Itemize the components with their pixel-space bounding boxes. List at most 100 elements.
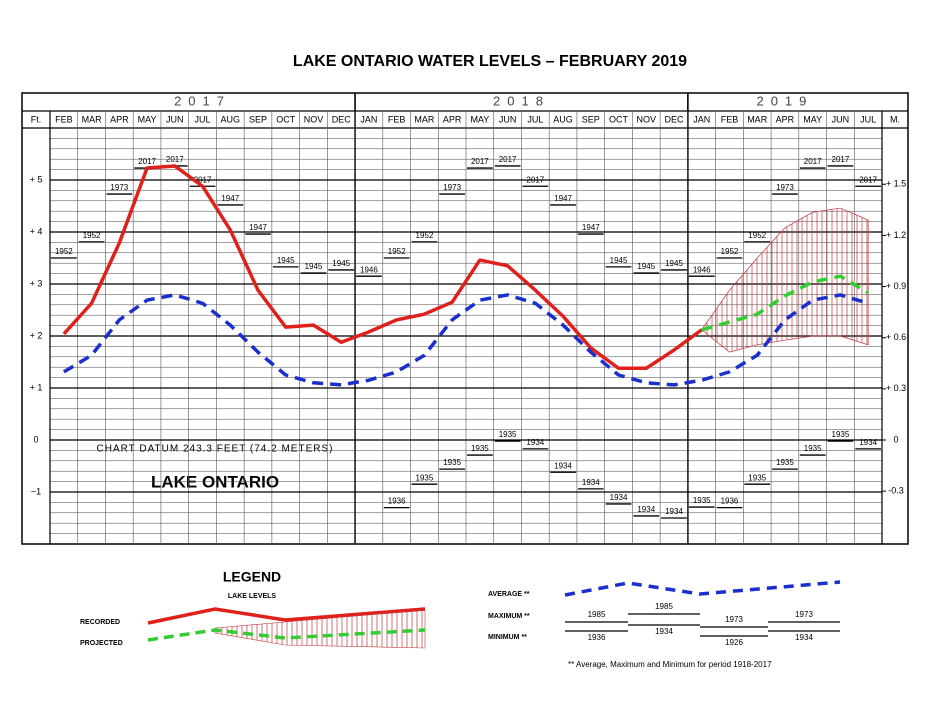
y2-tick-label: + 0.6 bbox=[886, 332, 906, 342]
x-tick-label: JUL bbox=[195, 114, 211, 124]
y2-tick-label: + 0.9 bbox=[886, 281, 906, 291]
max-record-year: 2017 bbox=[194, 175, 212, 184]
y2-tick-label: 0 bbox=[893, 434, 898, 444]
max-record-year: 1945 bbox=[332, 259, 350, 268]
series-line bbox=[62, 293, 869, 387]
min-record-year: 1935 bbox=[804, 444, 822, 453]
max-record-year: 1952 bbox=[748, 231, 766, 240]
legend-label: RECORDED bbox=[80, 619, 120, 626]
legend-subtitle: LAKE LEVELS bbox=[228, 593, 277, 600]
max-record-year: 2017 bbox=[526, 175, 544, 184]
max-record-year: 1973 bbox=[776, 183, 794, 192]
max-record-year: 2017 bbox=[166, 155, 184, 164]
max-record-year: 2017 bbox=[804, 157, 822, 166]
x-tick-label: JUN bbox=[499, 114, 517, 124]
legend-swatch bbox=[214, 609, 426, 649]
min-record-year: 1935 bbox=[443, 458, 461, 467]
min-record-year: 1936 bbox=[721, 497, 739, 506]
projected-range bbox=[701, 207, 869, 353]
legend-min-year: 1934 bbox=[655, 627, 673, 636]
series-line bbox=[701, 274, 870, 332]
max-record-year: 2017 bbox=[499, 155, 517, 164]
max-record-year: 2017 bbox=[859, 175, 877, 184]
legend-label: AVERAGE ** bbox=[488, 591, 530, 598]
chart-title: LAKE ONTARIO WATER LEVELS – FEBRUARY 201… bbox=[293, 53, 687, 70]
max-record-year: 1973 bbox=[443, 183, 461, 192]
y2-tick-label: + 1.5 bbox=[886, 179, 906, 189]
x-tick-label: APR bbox=[110, 114, 129, 124]
min-record-year: 1934 bbox=[554, 461, 572, 470]
y2-axis-label: M. bbox=[890, 114, 900, 124]
legend-min-year: 1926 bbox=[725, 638, 743, 647]
year-label: 2019 bbox=[756, 93, 813, 108]
min-record-year: 1934 bbox=[526, 438, 544, 447]
x-tick-label: OCT bbox=[609, 114, 629, 124]
frame bbox=[21, 92, 909, 545]
min-record-year: 1934 bbox=[665, 507, 683, 516]
legend-title: LEGEND bbox=[223, 569, 281, 585]
y-tick-label: + 1 bbox=[30, 382, 43, 392]
x-tick-label: NOV bbox=[304, 114, 324, 124]
legend-note: ** Average, Maximum and Minimum for peri… bbox=[568, 660, 772, 669]
x-tick-label: MAR bbox=[747, 114, 768, 124]
legend-swatch bbox=[147, 607, 426, 625]
legend-label: MINIMUM ** bbox=[488, 634, 527, 641]
x-tick-label: MAY bbox=[803, 114, 822, 124]
max-record-year: 1952 bbox=[721, 247, 739, 256]
max-record-year: 1946 bbox=[693, 265, 711, 274]
max-record-year: 2017 bbox=[138, 157, 156, 166]
x-tick-label: FEB bbox=[388, 114, 406, 124]
max-record-year: 2017 bbox=[832, 155, 850, 164]
x-tick-label: JUL bbox=[860, 114, 876, 124]
min-record-year: 1935 bbox=[776, 458, 794, 467]
max-record-year: 1947 bbox=[221, 194, 239, 203]
legend-max-year: 1973 bbox=[795, 610, 813, 619]
year-label: 2017 bbox=[174, 93, 231, 108]
max-record-year: 1945 bbox=[277, 256, 295, 265]
legend-swatch bbox=[564, 580, 841, 597]
x-tick-label: AUG bbox=[553, 114, 573, 124]
x-tick-label: APR bbox=[776, 114, 795, 124]
legend-max-year: 1985 bbox=[588, 610, 606, 619]
x-tick-label: SEP bbox=[582, 114, 600, 124]
min-record-year: 1934 bbox=[859, 438, 877, 447]
y-tick-label: −1 bbox=[31, 486, 41, 496]
max-record-year: 1945 bbox=[610, 256, 628, 265]
x-tick-label: JUN bbox=[166, 114, 184, 124]
y-axis-label: Ft. bbox=[31, 114, 42, 124]
x-tick-label: MAY bbox=[138, 114, 157, 124]
max-record-year: 1973 bbox=[110, 183, 128, 192]
min-record-year: 1935 bbox=[416, 473, 434, 482]
x-tick-label: MAY bbox=[470, 114, 489, 124]
max-record-year: 1947 bbox=[554, 194, 572, 203]
y-tick-label: + 4 bbox=[30, 226, 43, 236]
legend-max-year: 1985 bbox=[655, 602, 673, 611]
legend-min-year: 1934 bbox=[795, 633, 813, 642]
y-tick-label: 0 bbox=[33, 434, 38, 444]
max-record-year: 1945 bbox=[665, 259, 683, 268]
legend-swatch bbox=[147, 628, 426, 642]
y-tick-label: + 2 bbox=[30, 330, 43, 340]
min-record-year: 1935 bbox=[499, 430, 517, 439]
series-line bbox=[62, 164, 703, 370]
min-record-year: 1935 bbox=[748, 473, 766, 482]
max-record-year: 1945 bbox=[637, 262, 655, 271]
x-tick-label: JUL bbox=[527, 114, 543, 124]
max-record-year: 1946 bbox=[360, 265, 378, 274]
y2-tick-label: + 0.3 bbox=[886, 383, 906, 393]
y2-tick-label: + 1.2 bbox=[886, 230, 906, 240]
year-label: 2018 bbox=[493, 93, 550, 108]
max-record-year: 1952 bbox=[388, 247, 406, 256]
x-tick-label: DEC bbox=[664, 114, 684, 124]
min-record-year: 1934 bbox=[610, 493, 628, 502]
legend-min-year: 1936 bbox=[588, 633, 606, 642]
min-record-year: 1935 bbox=[471, 444, 489, 453]
min-record-year: 1934 bbox=[637, 505, 655, 514]
max-record-year: 1945 bbox=[305, 262, 323, 271]
x-tick-label: JAN bbox=[360, 114, 377, 124]
x-tick-label: NOV bbox=[637, 114, 657, 124]
max-record-year: 1952 bbox=[83, 231, 101, 240]
y-tick-label: + 3 bbox=[30, 278, 43, 288]
max-record-year: 2017 bbox=[471, 157, 489, 166]
